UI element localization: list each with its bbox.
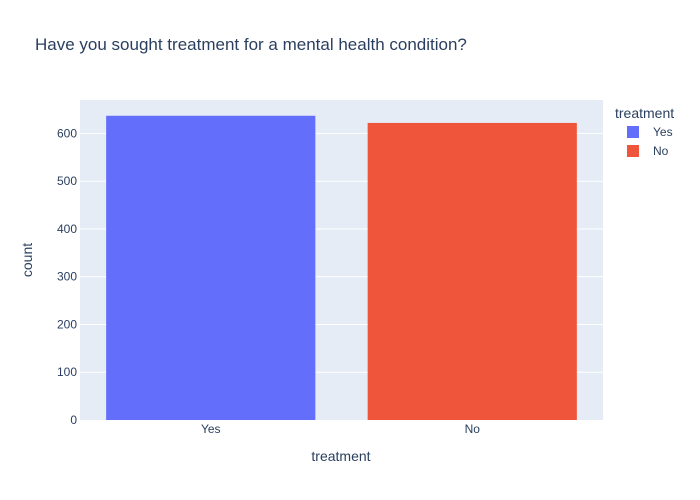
legend-title: treatment — [615, 105, 674, 121]
y-tick-label: 400 — [57, 222, 77, 236]
y-axis-title: count — [19, 243, 35, 277]
y-tick-label: 600 — [57, 126, 77, 140]
bars — [106, 115, 577, 420]
legend-swatch-yes[interactable] — [627, 126, 639, 138]
y-tick-label: 0 — [70, 413, 77, 427]
y-tick-label: 300 — [57, 270, 77, 284]
bar-no[interactable] — [367, 122, 577, 420]
x-tick-labels: Yes No — [201, 422, 480, 436]
legend-label: No — [653, 144, 669, 158]
x-tick-label: No — [465, 422, 481, 436]
legend-label: Yes — [653, 125, 673, 139]
legend: treatment Yes No — [615, 105, 674, 158]
y-tick-label: 500 — [57, 174, 77, 188]
chart-title: Have you sought treatment for a mental h… — [35, 35, 467, 54]
legend-swatch-no[interactable] — [627, 145, 639, 157]
x-tick-label: Yes — [201, 422, 221, 436]
x-axis-title: treatment — [311, 448, 370, 464]
y-tick-label: 200 — [57, 317, 77, 331]
bar-yes[interactable] — [106, 115, 316, 420]
y-tick-labels: 0 100 200 300 400 500 600 — [57, 126, 77, 427]
y-tick-label: 100 — [57, 365, 77, 379]
